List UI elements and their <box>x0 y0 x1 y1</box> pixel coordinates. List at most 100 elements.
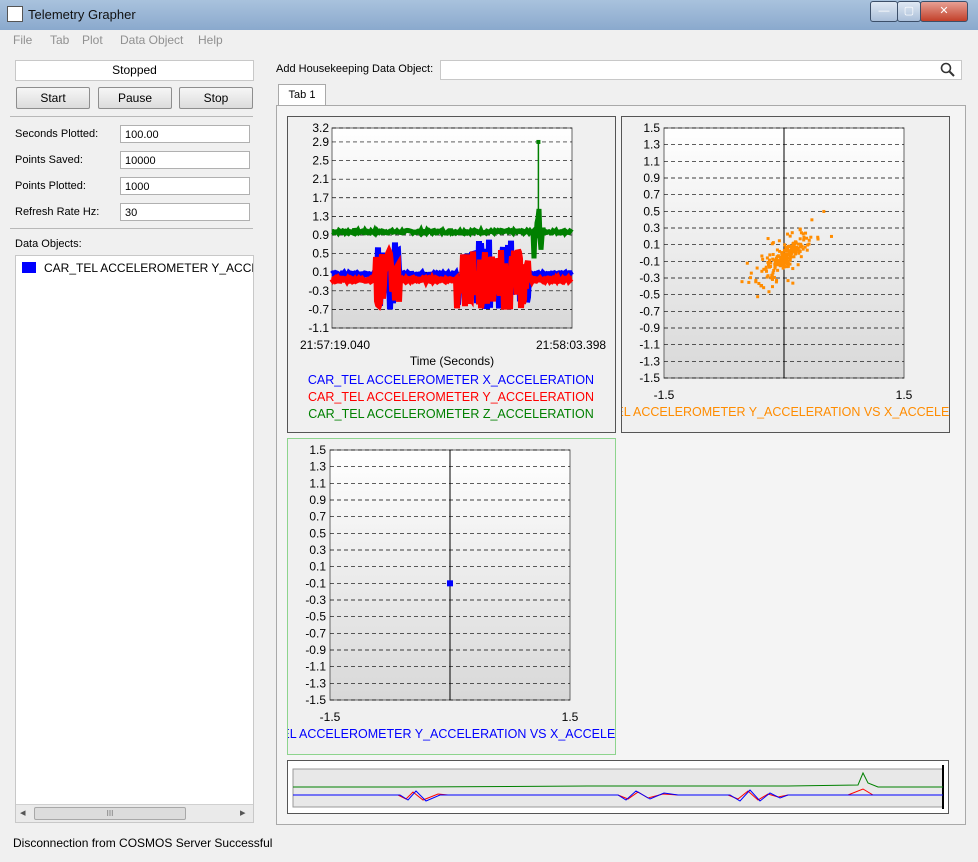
scatter-point <box>786 246 790 250</box>
menu-data-object[interactable]: Data Object <box>120 33 184 47</box>
y-tick-label: -0.7 <box>305 626 326 640</box>
menu-plot[interactable]: Plot <box>82 33 103 47</box>
scatter-point <box>775 261 779 265</box>
menu-file[interactable]: File <box>13 33 33 47</box>
overview-strip[interactable] <box>287 760 949 814</box>
window-title: Telemetry Grapher <box>28 7 136 22</box>
scatter-point <box>803 245 807 249</box>
y-tick-label: -1.5 <box>305 693 326 707</box>
points-saved-label: Points Saved: <box>15 154 83 166</box>
scatter-point <box>786 260 790 264</box>
scatter-point <box>799 255 803 259</box>
scatter-point <box>770 285 774 289</box>
scatter-point <box>760 269 764 273</box>
scatter-point <box>797 251 801 255</box>
y-tick-label: -1.3 <box>639 354 660 368</box>
scatter-point <box>756 295 760 299</box>
scatter-point <box>786 279 790 283</box>
tab-tab-1[interactable]: Tab 1 <box>278 84 326 106</box>
scroll-right-icon[interactable]: ▸ <box>240 807 246 819</box>
y-tick-label: 1.3 <box>312 209 329 223</box>
menu-help[interactable]: Help <box>198 33 223 47</box>
y-tick-label: -0.5 <box>639 288 660 302</box>
scatter-point <box>788 262 792 266</box>
scatter-point <box>781 266 785 270</box>
series-color-swatch <box>22 262 36 273</box>
y-tick-label: 1.3 <box>643 138 660 152</box>
scatter-point <box>764 269 768 273</box>
scatter-point <box>774 280 778 284</box>
list-item[interactable]: CAR_TEL ACCELEROMETER Y_ACCELER <box>44 261 253 275</box>
scatter-point <box>767 258 771 262</box>
minimize-button[interactable]: — <box>870 1 898 22</box>
seconds-plotted-field[interactable]: 100.00 <box>120 125 250 143</box>
data-objects-list[interactable]: CAR_TEL ACCELEROMETER Y_ACCELER ◂ III ▸ <box>15 255 254 823</box>
add-object-input[interactable] <box>440 60 962 80</box>
scatter-point <box>785 252 789 256</box>
scatter-point <box>787 249 791 253</box>
xy-scatter-svg: 1.5 1.3 1.1 0.9 0.7 0.5 0.3 0.1 -0.1 -0.3 -0.5 -0.7… <box>574 121 978 419</box>
scroll-thumb[interactable]: III <box>34 807 186 820</box>
scatter-point <box>822 209 826 213</box>
scatter-point <box>784 256 788 260</box>
scatter-point <box>798 249 802 253</box>
scatter-point <box>772 268 776 272</box>
search-icon[interactable] <box>940 62 956 78</box>
y-tick-label: -0.5 <box>305 610 326 624</box>
scatter-point <box>791 249 795 253</box>
stop-button[interactable]: Stop <box>179 87 253 109</box>
scatter-point <box>829 234 833 238</box>
scatter-point <box>801 232 805 236</box>
refresh-rate-label: Refresh Rate Hz: <box>15 206 100 218</box>
scatter-point <box>807 238 811 242</box>
y-tick-label: 0.1 <box>643 238 660 252</box>
points-plotted-field[interactable]: 1000 <box>120 177 250 195</box>
scatter-point <box>786 232 790 236</box>
y-tick-label: -1.1 <box>305 660 326 674</box>
x-tick-label: 1.5 <box>562 710 579 724</box>
maximize-button[interactable]: ▢ <box>897 1 921 22</box>
scatter-point <box>798 237 802 241</box>
refresh-rate-field[interactable]: 30 <box>120 203 250 221</box>
scatter-point <box>766 260 770 264</box>
scatter-point <box>778 249 782 253</box>
start-button[interactable]: Start <box>16 87 90 109</box>
menu-tab[interactable]: Tab <box>50 33 70 47</box>
scatter-point <box>791 267 795 271</box>
series-line-1 <box>331 208 574 259</box>
scatter-point <box>786 256 790 260</box>
title-bar[interactable]: Telemetry Grapher — ▢ ✕ <box>0 0 978 31</box>
pause-button[interactable]: Pause <box>98 87 172 109</box>
plot-area <box>331 127 573 329</box>
y-tick-label: 0.7 <box>309 510 326 524</box>
scroll-left-icon[interactable]: ◂ <box>20 807 26 819</box>
y-tick-label: 1.5 <box>309 443 326 457</box>
x-tick-label: -1.5 <box>320 710 341 724</box>
points-saved-field[interactable]: 10000 <box>120 151 250 169</box>
scatter-point <box>761 257 765 261</box>
scatter-point <box>764 265 768 269</box>
y-tick-label: 0.1 <box>309 560 326 574</box>
legend-entry: CAR_TEL ACCELEROMETER X_ACCELERATION <box>308 373 594 387</box>
y-tick-label: 1.1 <box>309 476 326 490</box>
plot-xy-scatter-2[interactable]: 1.5 1.3 1.1 0.9 0.7 0.5 0.3 0.1 -0.1 -0.3 -0.5 -0.7… <box>240 438 662 755</box>
series-marker <box>536 139 541 144</box>
scatter-point <box>769 261 773 265</box>
scatter-point <box>770 277 774 281</box>
y-tick-label: -1.1 <box>639 338 660 352</box>
scatter-point <box>802 235 806 239</box>
y-tick-label: 0.5 <box>312 247 329 261</box>
scatter-point <box>788 258 792 262</box>
scatter-point <box>788 244 792 248</box>
scatter-point <box>793 241 797 245</box>
horizontal-scrollbar[interactable]: ◂ III ▸ <box>16 804 253 822</box>
scatter-point <box>785 248 789 252</box>
scatter-point <box>788 251 792 255</box>
y-tick-label: -0.1 <box>305 576 326 590</box>
scatter-point <box>798 228 802 232</box>
plot-time-series[interactable]: 3.2 2.9 2.5 2.1 1.7 1.3 0.9 0.5 0.1 -0.3 -0.7 -1.1 2… <box>287 116 616 433</box>
scatter-point <box>784 246 788 250</box>
close-button[interactable]: ✕ <box>920 1 968 22</box>
scatter-point <box>768 253 772 257</box>
plot-xy-scatter-1[interactable]: 1.5 1.3 1.1 0.9 0.7 0.5 0.3 0.1 -0.1 -0.3 -0.5 -0.7… <box>574 116 978 433</box>
